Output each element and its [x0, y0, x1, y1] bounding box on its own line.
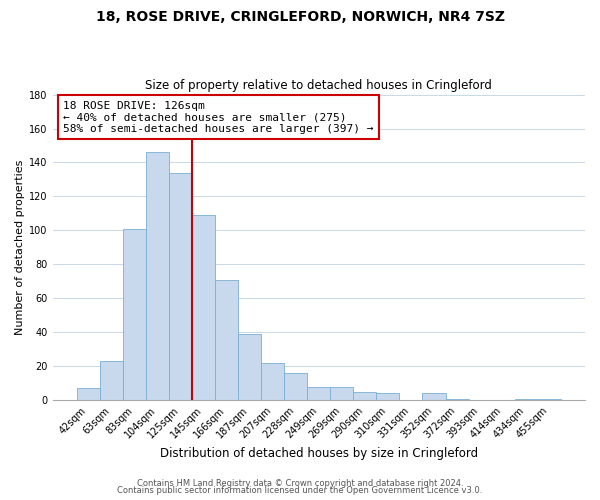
Bar: [169, 172, 192, 400]
Bar: [422, 394, 446, 400]
Y-axis label: Number of detached properties: Number of detached properties: [15, 160, 25, 335]
Text: 18 ROSE DRIVE: 126sqm
← 40% of detached houses are smaller (275)
58% of semi-det: 18 ROSE DRIVE: 126sqm ← 40% of detached …: [63, 100, 374, 134]
Bar: [353, 392, 376, 400]
Bar: [446, 398, 469, 400]
Bar: [192, 215, 215, 400]
Bar: [330, 386, 353, 400]
Bar: [123, 228, 146, 400]
Text: Contains HM Land Registry data © Crown copyright and database right 2024.: Contains HM Land Registry data © Crown c…: [137, 478, 463, 488]
Text: Contains public sector information licensed under the Open Government Licence v3: Contains public sector information licen…: [118, 486, 482, 495]
Bar: [100, 361, 123, 401]
Bar: [215, 280, 238, 400]
Text: 18, ROSE DRIVE, CRINGLEFORD, NORWICH, NR4 7SZ: 18, ROSE DRIVE, CRINGLEFORD, NORWICH, NR…: [95, 10, 505, 24]
Bar: [538, 398, 561, 400]
Bar: [261, 363, 284, 401]
Bar: [515, 398, 538, 400]
Bar: [376, 394, 400, 400]
Bar: [307, 386, 330, 400]
Title: Size of property relative to detached houses in Cringleford: Size of property relative to detached ho…: [145, 79, 492, 92]
Bar: [238, 334, 261, 400]
X-axis label: Distribution of detached houses by size in Cringleford: Distribution of detached houses by size …: [160, 447, 478, 460]
Bar: [146, 152, 169, 400]
Bar: [77, 388, 100, 400]
Bar: [284, 373, 307, 400]
